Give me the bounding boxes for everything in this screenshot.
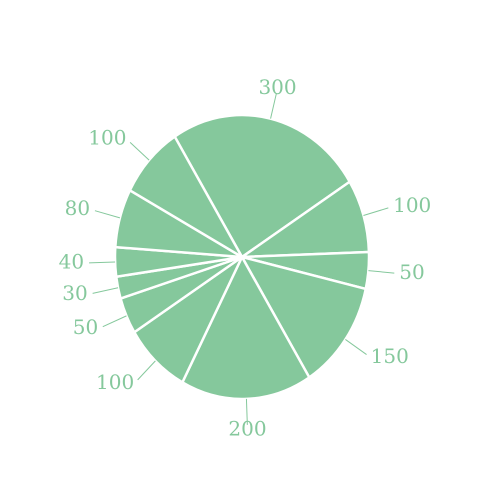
leader-line-7 (102, 315, 127, 328)
slice-label-7: 50 (73, 315, 98, 339)
leader-line-10 (94, 210, 121, 219)
leader-line-2 (363, 207, 389, 216)
slice-label-8: 30 (62, 281, 87, 305)
pie-slices (113, 113, 371, 401)
leader-line-5 (245, 398, 248, 425)
slice-label-3: 50 (399, 260, 424, 284)
leader-line-8 (92, 287, 119, 294)
leader-line-3 (368, 270, 395, 274)
leader-line-11 (129, 142, 150, 161)
slice-labels: 300 100 50 150 200 100 50 30 40 80 100 (59, 75, 432, 440)
slice-label-6: 100 (96, 370, 134, 394)
slice-label-4: 150 (371, 344, 409, 368)
slice-label-10: 80 (65, 196, 90, 220)
slice-label-1: 300 (258, 75, 296, 99)
leader-lines (89, 93, 395, 425)
pie-slice-1 (173, 113, 351, 259)
slice-label-2: 100 (393, 193, 431, 217)
leader-line-9 (89, 261, 116, 264)
slice-label-11: 100 (88, 126, 126, 150)
pie-slice-5 (181, 255, 311, 401)
leader-line-1 (270, 93, 277, 119)
pie-slice-11 (128, 135, 244, 259)
leader-line-4 (345, 339, 367, 355)
leader-line-6 (137, 360, 156, 381)
slice-label-5: 200 (228, 416, 266, 440)
slice-label-9: 40 (59, 250, 84, 274)
